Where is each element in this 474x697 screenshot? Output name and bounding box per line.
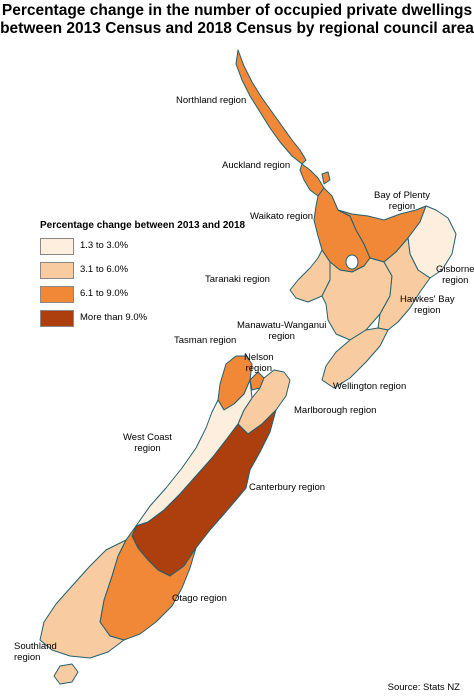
label-southland: Southland region (14, 641, 57, 663)
lake-taupo (345, 254, 359, 270)
label-west-coast-line2: region (134, 443, 161, 454)
label-southland-line1: Southland (14, 641, 57, 652)
map-title: Percentage change in the number of occup… (0, 2, 474, 38)
legend: Percentage change between 2013 and 2018 … (36, 220, 246, 327)
label-wellington: Wellington region (333, 381, 407, 392)
legend-label: 3.1 to 6.0% (80, 264, 129, 275)
region-auckland (299, 163, 325, 197)
legend-swatch (40, 238, 74, 255)
label-nelson-line1: Nelson (244, 352, 274, 363)
legend-label: 6.1 to 9.0% (80, 288, 129, 299)
label-manawatu-line2: region (268, 331, 295, 342)
legend-item: 3.1 to 6.0% (36, 259, 246, 279)
legend-label: More than 9.0% (80, 312, 148, 323)
legend-swatch (40, 262, 74, 279)
label-taranaki: Taranaki region (205, 274, 270, 285)
legend-item: 1.3 to 3.0% (36, 235, 246, 255)
legend-item: 6.1 to 9.0% (36, 283, 246, 303)
label-nelson-line2: region (245, 363, 272, 374)
label-canterbury: Canterbury region (249, 482, 326, 493)
label-manawatu-line1: Manawatu-Wanganui (237, 320, 327, 331)
region-hawkes-bay (377, 237, 431, 331)
region-northland (235, 49, 307, 165)
map-title-line2: between 2013 Census and 2018 Census by r… (0, 20, 474, 37)
stewart-island (53, 663, 79, 685)
legend-swatch (40, 310, 74, 327)
legend-item: More than 9.0% (36, 307, 246, 327)
source-note: Source: Stats NZ (387, 682, 460, 693)
label-bay-of-plenty-line2: region (388, 201, 416, 212)
label-southland-line2: region (14, 652, 41, 663)
label-otago: Otago region (172, 593, 227, 604)
label-gisborne-line2: region (442, 275, 469, 286)
label-west-coast: West Coast region (123, 432, 172, 454)
label-hawkes-bay: Hawkes' Bay region (400, 294, 455, 316)
label-hawkes-bay-line1: Hawkes' Bay (400, 294, 455, 305)
legend-swatch (40, 286, 74, 303)
region-wellington (321, 327, 389, 389)
legend-label: 1.3 to 3.0% (80, 240, 129, 251)
label-gisborne-line1: Gisborne (436, 264, 474, 275)
label-tasman: Tasman region (174, 335, 237, 346)
great-barrier-island (321, 171, 331, 185)
label-waikato: Waikato region (250, 211, 314, 222)
label-west-coast-line1: West Coast (123, 432, 172, 443)
region-southland (39, 539, 127, 659)
label-bay-of-plenty: Bay of Plenty region (374, 190, 430, 212)
label-bay-of-plenty-line1: Bay of Plenty (374, 190, 430, 201)
map-title-line1: Percentage change in the number of occup… (1, 2, 473, 19)
label-hawkes-bay-line2: region (414, 305, 441, 316)
legend-title: Percentage change between 2013 and 2018 (40, 220, 246, 231)
label-nelson: Nelson region (244, 352, 274, 374)
region-gisborne (407, 205, 457, 279)
label-marlborough: Marlborough region (294, 405, 377, 416)
label-auckland: Auckland region (222, 160, 291, 171)
label-manawatu: Manawatu-Wanganui region (237, 320, 326, 342)
label-gisborne: Gisborne region (436, 264, 474, 286)
label-northland: Northland region (176, 95, 247, 106)
